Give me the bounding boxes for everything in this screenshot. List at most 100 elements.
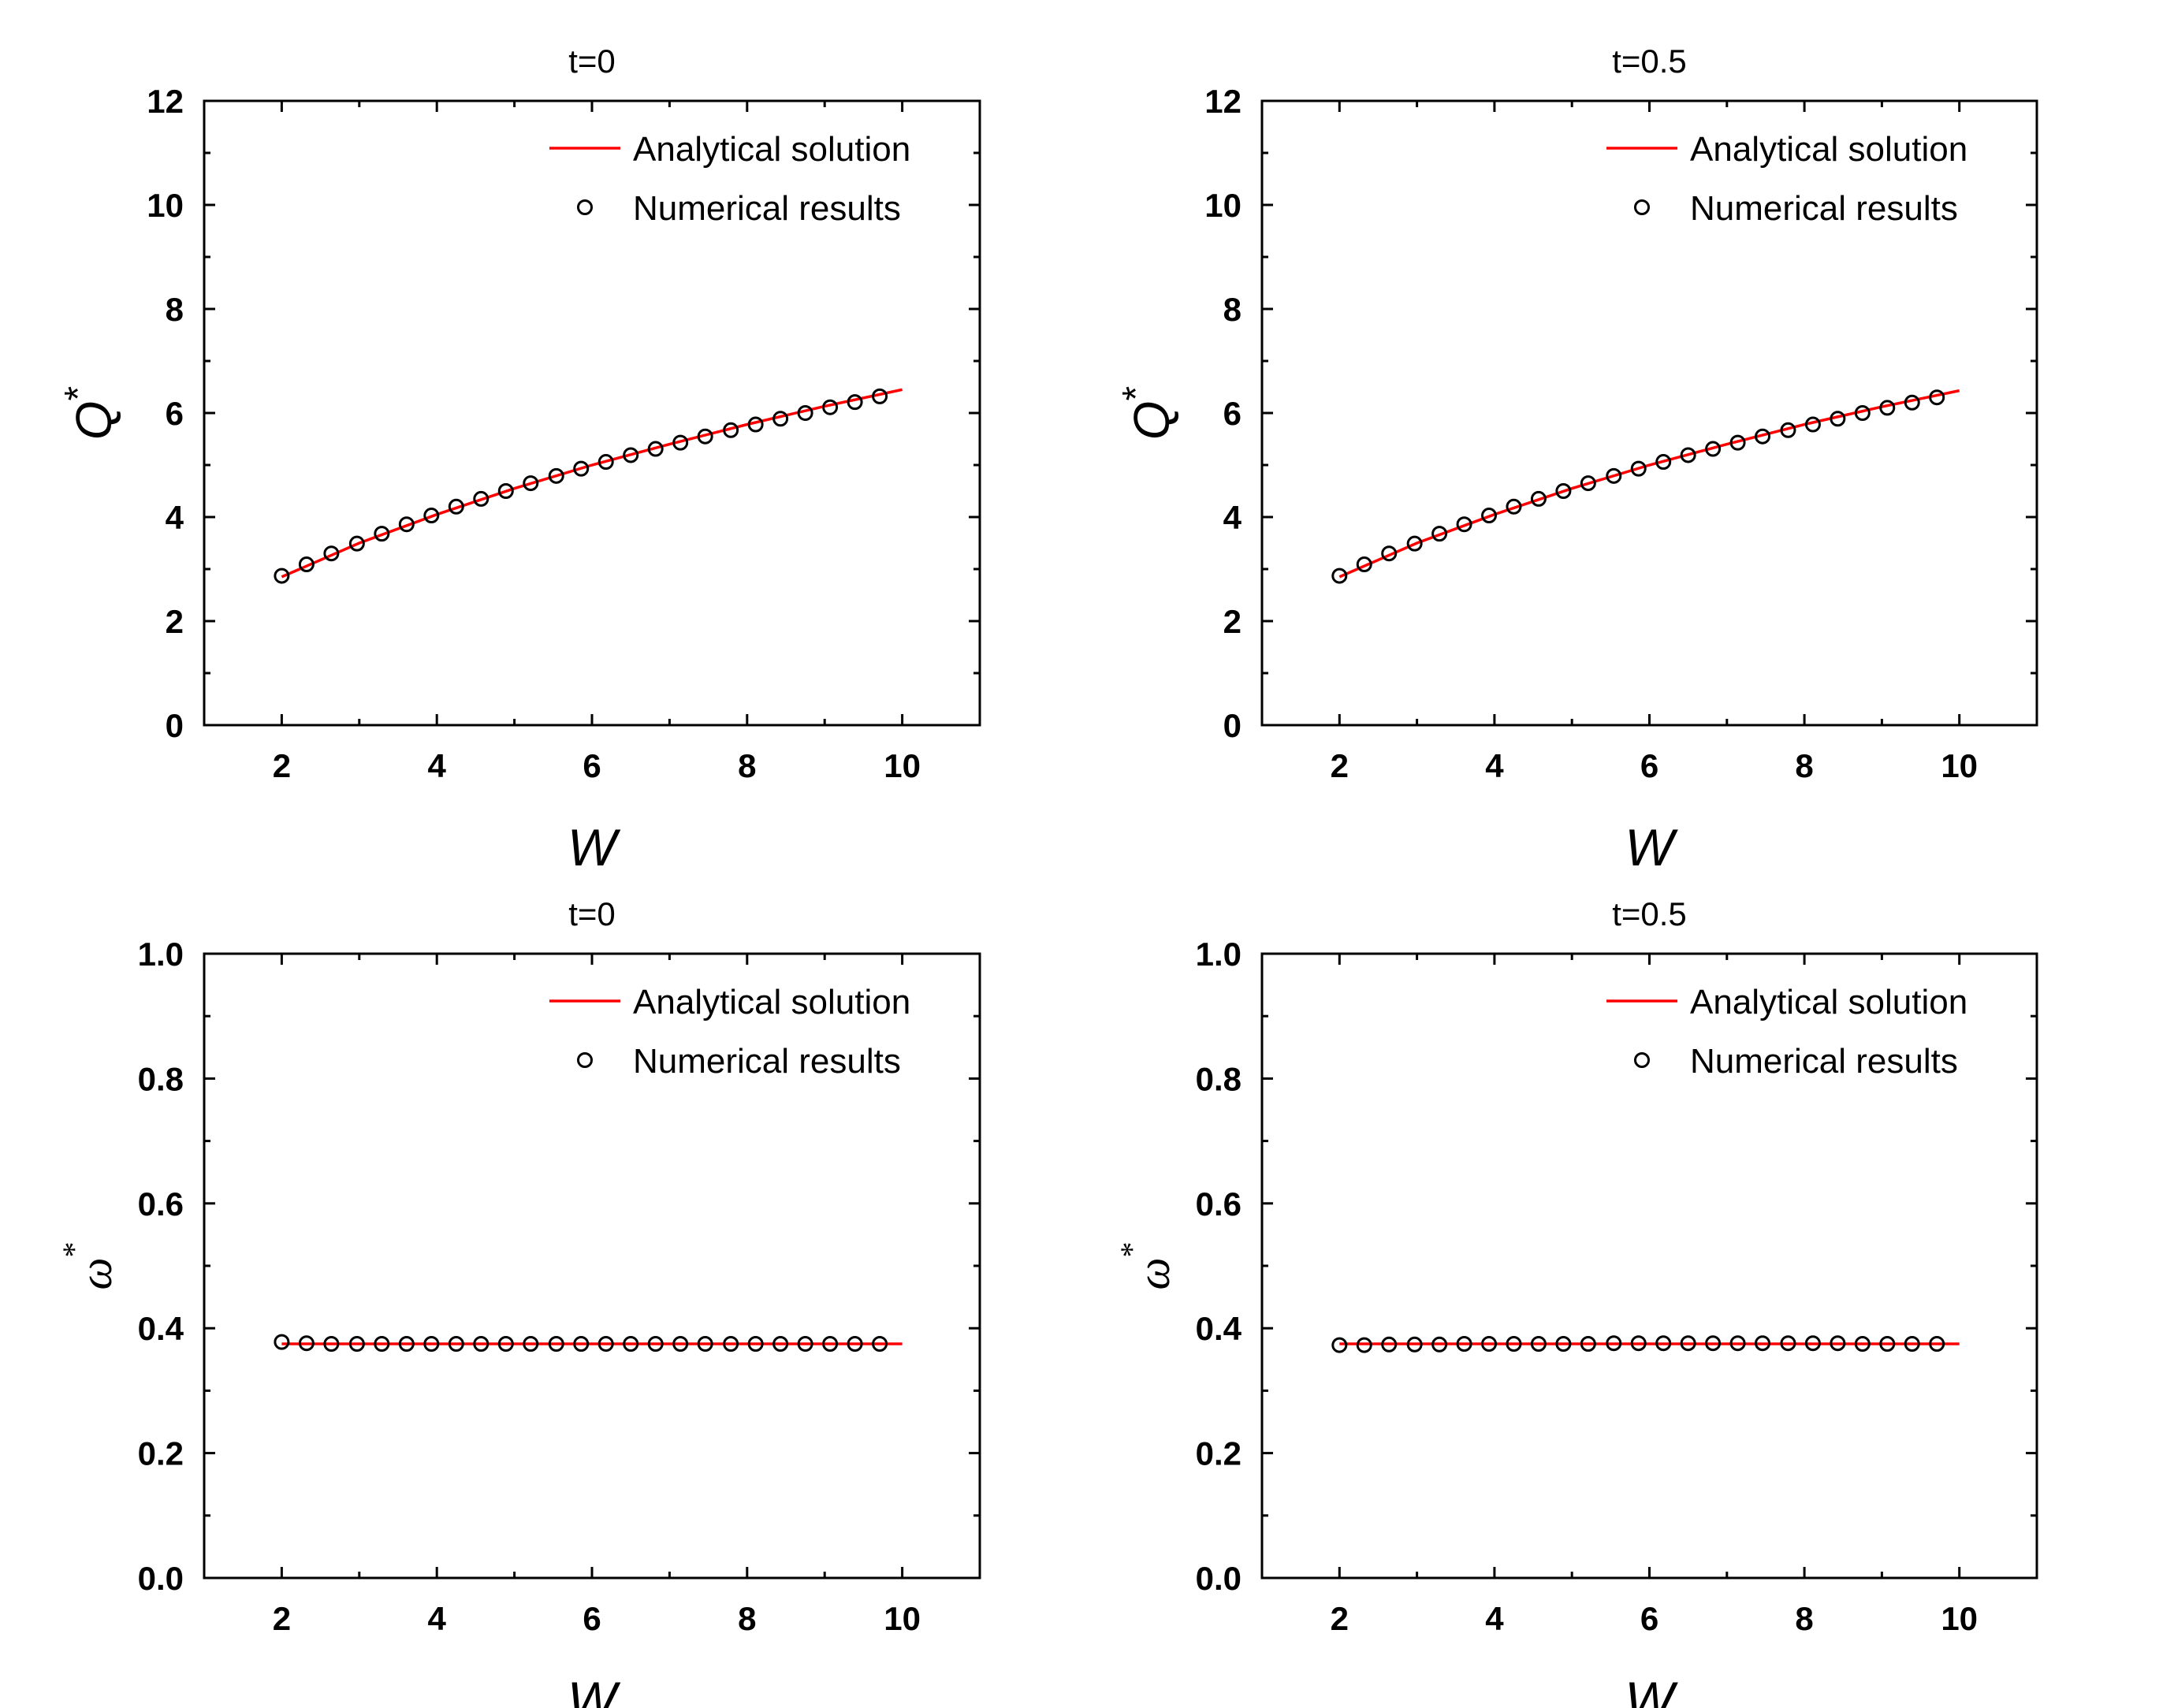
numerical-result-point [1680,447,1696,463]
y-tick-label: 10 [1204,187,1241,224]
x-axis-label: W [1625,818,1678,876]
x-tick-label: 10 [884,1600,921,1637]
legend-marker-sample [577,199,593,215]
numerical-result-point [523,1336,539,1352]
y-tick-label: 2 [166,603,184,640]
y-tick-label: 8 [1223,291,1241,328]
numerical-result-point [822,1336,839,1352]
numerical-result-point [398,1336,415,1352]
numerical-result-point [1381,1336,1398,1353]
numerical-result-point [348,1336,365,1352]
legend-marker-sample [577,1052,593,1068]
y-tick-label: 0.4 [1196,1310,1242,1347]
numerical-result-point [1406,535,1423,552]
numerical-result-point [1904,1336,1920,1352]
numerical-result-point [423,1336,440,1352]
numerical-result-point [497,483,514,499]
numerical-result-point [1456,1336,1472,1352]
numerical-result-point [1530,490,1547,507]
y-axis-label-superscript: * [58,386,99,401]
y-axis-label-symbol: ω [1128,1258,1179,1290]
numerical-result-point [697,1336,713,1352]
numerical-result-point [847,1336,863,1352]
y-tick-label: 0.4 [138,1310,184,1347]
numerical-result-point [747,416,764,433]
numerical-result-point [1506,1336,1522,1352]
numerical-result-point [1879,400,1896,416]
numerical-result-point [473,1336,490,1352]
y-axis-label-symbol: Q [1123,400,1180,440]
numerical-result-point [1381,545,1398,562]
legend-label-analytical: Analytical solution [1690,130,1967,169]
legend-label-numerical: Numerical results [1690,1042,1958,1081]
x-tick-label: 8 [738,1600,756,1637]
x-tick-label: 4 [1485,1600,1504,1637]
y-tick-label: 0.6 [138,1185,184,1222]
x-tick-label: 6 [1640,747,1658,784]
numerical-result-point [448,1336,464,1352]
numerical-result-point [1606,467,1622,484]
panel-title: t=0 [568,43,616,80]
y-tick-label: 0.8 [138,1060,184,1097]
numerical-result-point [1729,434,1746,451]
numerical-result-point [523,475,539,492]
numerical-result-point [1929,1336,1945,1352]
y-tick-label: 12 [147,83,184,120]
x-tick-label: 6 [583,747,601,784]
y-axis-label-superscript: * [56,1242,91,1258]
x-tick-label: 8 [1795,1600,1813,1637]
numerical-result-point [1830,1335,1846,1352]
numerical-result-point [1854,1336,1871,1352]
y-axis-label-symbol: ω [70,1258,121,1290]
numerical-result-point [623,1336,639,1352]
numerical-result-point [672,434,689,451]
panel-title: t=0 [568,895,616,932]
y-axis-label-superscript: * [1115,386,1157,401]
numerical-result-point [1705,441,1722,457]
numerical-result-point [772,411,789,427]
numerical-result-point [573,460,590,477]
numerical-result-point [1580,1336,1596,1352]
x-tick-label: 2 [1331,747,1349,784]
numerical-result-point [1406,1336,1423,1353]
numerical-result-point [473,490,490,507]
numerical-result-point [1580,475,1596,492]
numerical-result-point [548,1336,564,1352]
x-axis-label: W [568,1671,621,1708]
numerical-result-point [298,556,315,573]
numerical-result-point [1680,1335,1696,1352]
numerical-result-point [1804,1335,1821,1352]
numerical-result-point [1929,389,1945,406]
y-tick-label: 4 [1223,499,1242,536]
y-tick-label: 6 [1223,395,1241,432]
numerical-result-point [497,1336,514,1352]
numerical-result-point [298,1335,315,1352]
numerical-result-point [548,467,564,484]
numerical-result-point [672,1336,689,1352]
numerical-result-point [597,454,614,471]
panel-title: t=0.5 [1612,43,1687,80]
numerical-result-point [1506,498,1522,515]
y-tick-label: 0.6 [1196,1185,1241,1222]
numerical-result-point [1729,1335,1746,1352]
x-tick-label: 10 [1941,747,1978,784]
numerical-result-point [1530,1336,1547,1352]
x-tick-label: 6 [1640,1600,1658,1637]
chart-panel-1: t=0 2 4 6 8 10 0 2 4 6 8 10 12 W Q* Analytical solution… [58,43,981,876]
numerical-result-point [772,1336,789,1352]
y-axis-label: Q* [58,386,122,440]
numerical-result-point [1356,1337,1372,1353]
x-axis-label: W [1625,1671,1678,1708]
numerical-result-point [374,1336,390,1352]
numerical-result-point [1830,411,1846,427]
numerical-result-point [323,1336,340,1352]
numerical-result-point [1655,1335,1672,1352]
numerical-result-point [1755,1335,1771,1352]
y-tick-label: 0.8 [1196,1060,1241,1097]
y-tick-label: 4 [166,499,184,536]
numerical-result-point [797,1336,813,1352]
numerical-result-point [1705,1335,1722,1352]
numerical-result-point [423,508,440,524]
numerical-result-point [448,498,464,515]
